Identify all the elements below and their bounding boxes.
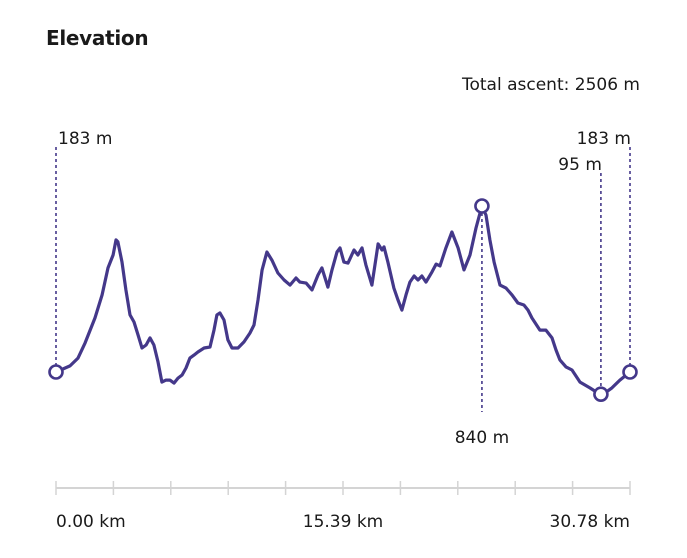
marker-max xyxy=(474,198,490,214)
marker-end xyxy=(622,364,638,380)
markers xyxy=(48,198,638,403)
annotation-guides xyxy=(55,147,631,412)
labels: 183 m 840 m 95 m 183 m xyxy=(58,129,631,448)
x-tick-label: 0.00 km xyxy=(56,512,126,532)
x-tick-label: 30.78 km xyxy=(550,512,630,532)
x-tick-label: 15.39 km xyxy=(303,512,383,532)
page-title: Elevation xyxy=(46,26,149,50)
label-min: 95 m xyxy=(558,155,602,175)
marker-start xyxy=(48,364,64,380)
label-end: 183 m xyxy=(577,129,631,149)
x-axis: 0.00 km 15.39 km 30.78 km xyxy=(55,481,631,532)
total-ascent: Total ascent: 2506 m xyxy=(462,75,640,95)
label-start: 183 m xyxy=(58,129,112,149)
label-max: 840 m xyxy=(455,428,509,448)
elevation-line xyxy=(54,204,632,396)
marker-min xyxy=(593,386,609,403)
